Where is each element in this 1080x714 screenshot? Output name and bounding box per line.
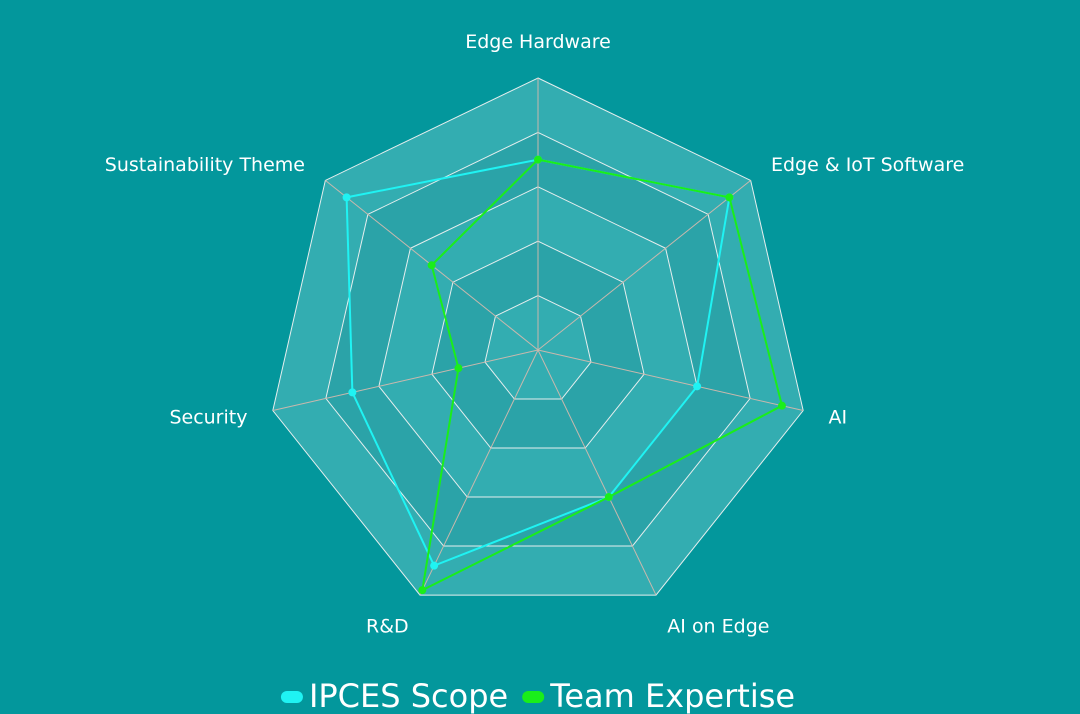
data-point[interactable] xyxy=(777,401,786,410)
legend-label: Team Expertise xyxy=(549,677,795,714)
axis-spoke xyxy=(537,349,657,596)
data-point[interactable] xyxy=(430,561,439,570)
axis-label: R&D xyxy=(366,615,409,637)
data-point[interactable] xyxy=(604,493,613,502)
data-point[interactable] xyxy=(725,193,734,202)
axis-label: AI on Edge xyxy=(667,615,769,637)
data-point[interactable] xyxy=(693,382,702,391)
axis-spoke xyxy=(537,180,751,351)
data-point[interactable] xyxy=(348,388,357,397)
legend-swatch xyxy=(522,691,545,703)
radar-grid xyxy=(272,77,804,596)
axis-label: Edge & IoT Software xyxy=(771,154,964,176)
axis-label: Sustainability Theme xyxy=(105,154,305,176)
axis-spoke xyxy=(537,349,804,412)
series-line xyxy=(345,158,731,567)
legend-label: IPCES Scope xyxy=(309,677,508,714)
series-line xyxy=(421,158,784,592)
data-point[interactable] xyxy=(454,364,463,373)
legend-swatch xyxy=(280,691,303,703)
axis-label: AI xyxy=(829,406,848,428)
data-point[interactable] xyxy=(427,261,436,270)
axis-labels: Edge Hardware Edge & IoT Software AI AI on … xyxy=(105,31,965,637)
data-point[interactable] xyxy=(418,586,427,595)
legend-item[interactable]: IPCES Scope xyxy=(280,677,508,714)
legend-item[interactable]: Team Expertise xyxy=(522,677,795,714)
data-point[interactable] xyxy=(342,193,351,202)
axis-spoke xyxy=(272,349,539,412)
radar-series xyxy=(342,155,786,595)
axis-label: Security xyxy=(169,406,247,428)
legend[interactable]: IPCES Scope Team Expertise xyxy=(280,677,795,714)
data-point[interactable] xyxy=(534,155,542,164)
axis-label: Edge Hardware xyxy=(465,31,611,53)
axis-spoke xyxy=(419,349,539,596)
